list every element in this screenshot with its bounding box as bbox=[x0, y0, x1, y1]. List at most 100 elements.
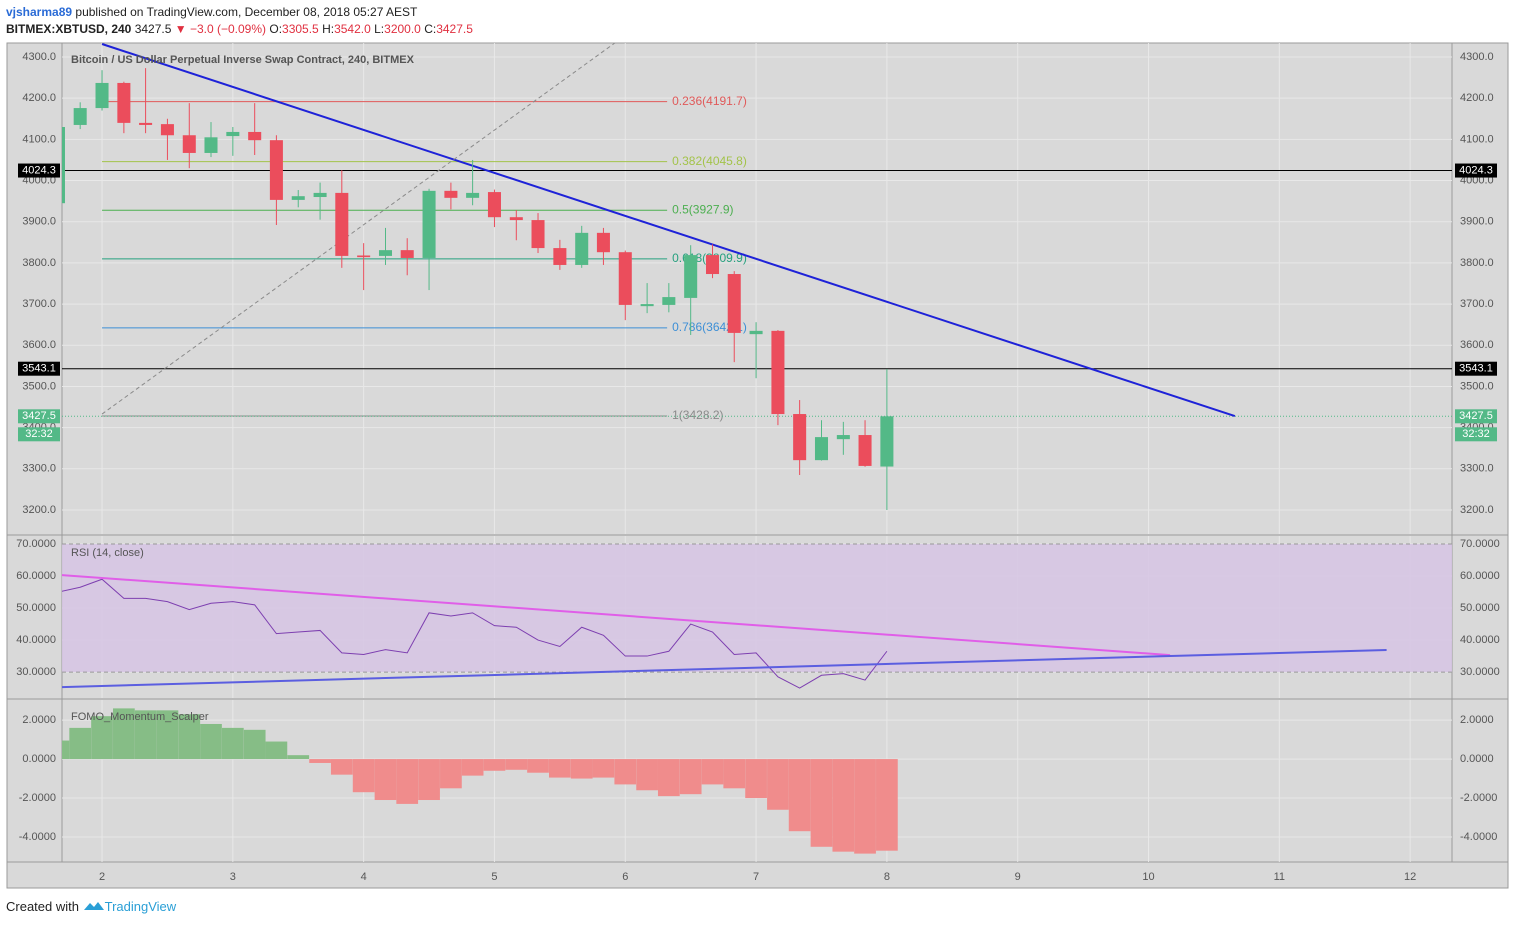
hline-label: 3543.1 bbox=[22, 363, 56, 375]
candle-body bbox=[335, 192, 349, 256]
candle-body bbox=[248, 131, 262, 141]
histogram-bar bbox=[62, 740, 70, 760]
y-tick-label: 4200.0 bbox=[22, 92, 56, 104]
candle-body bbox=[357, 255, 371, 258]
chart: 0.236(4191.7)0.382(4045.8)0.5(3927.9)0.6… bbox=[6, 42, 1509, 889]
ohlc-value: 3427.5 bbox=[436, 22, 473, 36]
histogram-bar bbox=[505, 759, 528, 770]
candle-body bbox=[160, 124, 174, 136]
histogram-bar bbox=[527, 759, 549, 773]
y-tick-label: 70.0000 bbox=[1460, 538, 1500, 550]
histogram-bar bbox=[788, 759, 811, 832]
candle-body bbox=[814, 437, 829, 461]
created: Created with bbox=[6, 899, 79, 914]
histogram-bar bbox=[418, 759, 440, 801]
panel-title: FOMO_Momentum_Scalper bbox=[71, 711, 209, 723]
x-tick-label: 11 bbox=[1274, 871, 1285, 883]
histogram-bar bbox=[265, 741, 288, 760]
candle-body bbox=[880, 416, 894, 467]
x-tick-label: 4 bbox=[361, 871, 367, 883]
candle-body bbox=[291, 196, 305, 200]
y-tick-label: 3800.0 bbox=[22, 257, 56, 269]
x-tick-label: 6 bbox=[622, 871, 628, 883]
histogram-bar bbox=[134, 710, 157, 760]
ohlc-value: 3542.0 bbox=[334, 22, 371, 36]
y-tick-label: 30.0000 bbox=[16, 666, 56, 678]
x-tick-label: 3 bbox=[230, 871, 236, 883]
candle-body bbox=[706, 255, 720, 275]
candle-body bbox=[596, 232, 610, 253]
ohlc-label: C: bbox=[424, 22, 437, 36]
y-tick-label: 3300.0 bbox=[1460, 463, 1494, 475]
ohlc-c: C:3427.5 bbox=[424, 22, 473, 36]
candle-body bbox=[662, 297, 676, 305]
candle-body bbox=[182, 135, 196, 153]
y-tick-label: 3900.0 bbox=[22, 216, 56, 228]
candle-body bbox=[531, 220, 545, 249]
candle-body bbox=[466, 192, 480, 198]
y-tick-label: 3500.0 bbox=[1460, 380, 1494, 392]
candle-body bbox=[640, 304, 654, 307]
candle-body bbox=[793, 414, 807, 461]
x-tick-label: 12 bbox=[1404, 871, 1416, 883]
histogram-bar bbox=[767, 759, 789, 810]
user[interactable]: vjsharma89 bbox=[6, 5, 73, 19]
symbol-line: BITMEX:XBTUSD, 240 3427.5 ▼ −3.0 (−0.09%… bbox=[6, 22, 473, 36]
histogram-bar bbox=[178, 714, 201, 760]
histogram-bar bbox=[636, 759, 658, 791]
symbol: BITMEX:XBTUSD, 240 bbox=[6, 22, 132, 36]
ohlc-o: O:3305.5 bbox=[269, 22, 318, 36]
hline-label-bg bbox=[18, 163, 60, 178]
y-tick-label: 2.0000 bbox=[22, 714, 56, 726]
brand[interactable]: TradingView bbox=[104, 899, 177, 914]
candle-body bbox=[95, 82, 109, 109]
last: 3427.5 bbox=[134, 22, 172, 36]
candle-body bbox=[749, 330, 763, 335]
y-tick-label: -4.0000 bbox=[1460, 831, 1497, 843]
countdown-bg bbox=[18, 427, 60, 442]
countdown-bg bbox=[1455, 427, 1497, 442]
candle-body bbox=[139, 122, 153, 125]
last-price-label-bg bbox=[1455, 409, 1497, 424]
y-tick-label: 2.0000 bbox=[1460, 714, 1494, 726]
candle-body bbox=[226, 131, 240, 137]
candle-body bbox=[487, 192, 501, 218]
histogram-bar bbox=[287, 755, 310, 760]
histogram-bar bbox=[69, 727, 92, 760]
candle-body bbox=[771, 330, 785, 415]
trendline bbox=[101, 43, 616, 415]
y-tick-label: 50.0000 bbox=[1460, 602, 1500, 614]
histogram-bar bbox=[352, 759, 375, 793]
x-tick-label: 7 bbox=[753, 871, 759, 883]
histogram-bar bbox=[832, 759, 855, 852]
y-tick-label: 4100.0 bbox=[22, 133, 56, 145]
ohlc-value: 3305.5 bbox=[282, 22, 319, 36]
y-tick-label: 3500.0 bbox=[22, 380, 56, 392]
candle-body bbox=[444, 190, 458, 198]
panel: 0.236(4191.7)0.382(4045.8)0.5(3927.9)0.6… bbox=[62, 43, 1452, 534]
histogram-bar bbox=[549, 759, 571, 778]
histogram-bar bbox=[221, 727, 244, 760]
y-tick-label: 3700.0 bbox=[22, 298, 56, 310]
y-tick-label: 4200.0 bbox=[1460, 92, 1494, 104]
y-tick-label: 40.0000 bbox=[16, 634, 56, 646]
x-tick-label: 9 bbox=[1015, 871, 1021, 883]
hline-label: 4024.3 bbox=[22, 164, 56, 176]
panel-title: Bitcoin / US Dollar Perpetual Inverse Sw… bbox=[71, 54, 415, 66]
ohlc-value: 3200.0 bbox=[384, 22, 421, 36]
histogram-bar bbox=[810, 759, 833, 847]
histogram-bar bbox=[200, 723, 222, 760]
histogram-bar bbox=[701, 759, 724, 785]
histogram-bar bbox=[309, 759, 331, 763]
candle-body bbox=[684, 255, 698, 298]
fib-label: 0.236(4191.7) bbox=[672, 94, 747, 108]
publish-line: vjsharma89 published on TradingView.com,… bbox=[6, 5, 417, 19]
candle-body bbox=[858, 435, 872, 466]
candle-body bbox=[117, 82, 131, 123]
panel bbox=[62, 700, 1452, 862]
y-tick-label: 60.0000 bbox=[16, 570, 56, 582]
published: published on TradingView.com, December 0… bbox=[75, 5, 418, 19]
y-tick-label: 40.0000 bbox=[1460, 634, 1500, 646]
histogram-bar bbox=[243, 729, 266, 760]
x-tick-label: 10 bbox=[1142, 871, 1154, 883]
